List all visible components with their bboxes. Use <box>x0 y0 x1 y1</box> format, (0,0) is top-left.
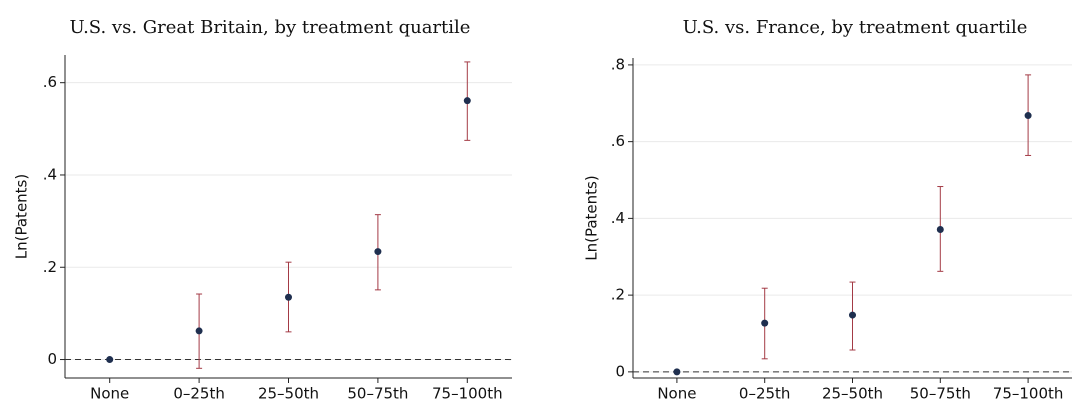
y-tick-label: .6 <box>611 132 625 150</box>
y-axis-label: Ln(Patents) <box>13 174 31 259</box>
y-axis-label: Ln(Patents) <box>583 175 601 260</box>
x-tick-label: None <box>90 385 129 403</box>
x-tick-label: 50–75th <box>910 385 971 403</box>
x-tick-label: 75–100th <box>432 385 503 403</box>
point <box>463 97 471 105</box>
y-tick-label: .8 <box>611 55 625 73</box>
point <box>195 327 203 335</box>
point <box>106 356 114 364</box>
chart-title: U.S. vs. Great Britain, by treatment qua… <box>70 17 471 38</box>
y-tick-label: .2 <box>611 286 625 304</box>
y-tick-label: 0 <box>47 350 57 368</box>
x-tick-label: 25–50th <box>258 385 319 403</box>
x-tick-label: 75–100th <box>993 385 1064 403</box>
y-tick-label: 0 <box>615 362 625 380</box>
point <box>936 226 944 234</box>
y-tick-label: .6 <box>43 73 57 91</box>
point <box>374 248 382 256</box>
point <box>285 293 292 301</box>
point <box>761 319 769 327</box>
point <box>673 368 681 376</box>
y-tick-label: .4 <box>43 165 57 183</box>
y-tick-label: .2 <box>43 258 57 276</box>
y-tick-label: .4 <box>611 209 625 227</box>
x-tick-label: 0–25th <box>739 385 791 403</box>
x-tick-label: 50–75th <box>347 385 408 403</box>
x-tick-label: 25–50th <box>822 385 883 403</box>
point <box>1024 112 1032 120</box>
x-tick-label: None <box>657 385 696 403</box>
point <box>849 311 856 319</box>
chart-title: U.S. vs. France, by treatment quartile <box>683 17 1028 38</box>
x-tick-label: 0–25th <box>173 385 225 403</box>
